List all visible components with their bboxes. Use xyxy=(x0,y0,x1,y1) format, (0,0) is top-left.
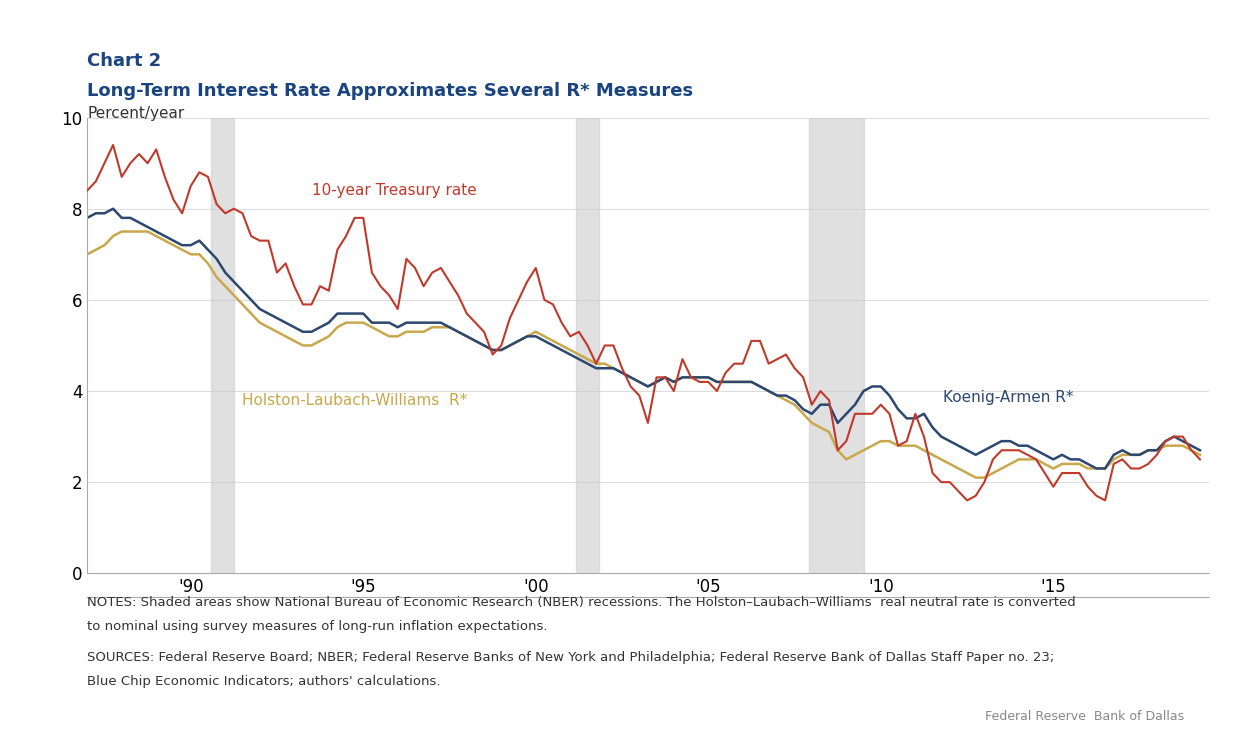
Text: Long-Term Interest Rate Approximates Several R* Measures: Long-Term Interest Rate Approximates Sev… xyxy=(87,82,693,99)
Bar xyxy=(576,118,599,573)
Bar xyxy=(809,118,863,573)
Text: Chart 2: Chart 2 xyxy=(87,52,162,70)
Text: Koenig-Armen R*: Koenig-Armen R* xyxy=(943,390,1074,406)
Text: to nominal using survey measures of long-run inflation expectations.: to nominal using survey measures of long… xyxy=(87,620,548,633)
Text: Federal Reserve  Bank of Dallas: Federal Reserve Bank of Dallas xyxy=(984,710,1184,723)
Bar xyxy=(211,118,234,573)
Text: NOTES: Shaded areas show National Bureau of Economic Research (NBER) recessions.: NOTES: Shaded areas show National Bureau… xyxy=(87,596,1077,609)
Text: SOURCES: Federal Reserve Board; NBER; Federal Reserve Banks of New York and Phil: SOURCES: Federal Reserve Board; NBER; Fe… xyxy=(87,651,1054,664)
Text: 10-year Treasury rate: 10-year Treasury rate xyxy=(312,183,476,198)
Text: Holston-Laubach-Williams  R*: Holston-Laubach-Williams R* xyxy=(243,392,467,408)
Text: Percent/year: Percent/year xyxy=(87,106,184,121)
Text: Blue Chip Economic Indicators; authors' calculations.: Blue Chip Economic Indicators; authors' … xyxy=(87,675,441,688)
